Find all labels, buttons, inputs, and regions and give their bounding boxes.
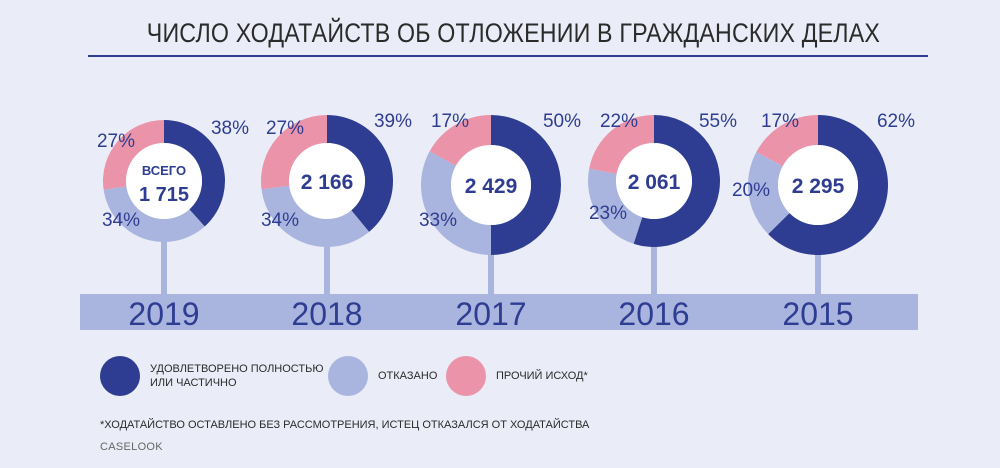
slice-2018-other [260,115,327,190]
pct-label-2016-refused: 23% [589,203,627,224]
total-value-2017: 2 429 [465,175,518,198]
footnote: *ХОДАТАЙСТВО ОСТАВЛЕНО БЕЗ РАССМОТРЕНИЯ,… [100,419,590,431]
slice-2015-satisfied [768,115,888,256]
pct-label-2019-refused: 34% [102,210,140,231]
pct-label-2018-other: 27% [266,118,304,139]
pct-label-2017-refused: 33% [419,210,457,231]
source-label: CASELOOK [100,441,163,453]
pct-label-2016-other: 22% [600,111,638,132]
slice-2016-satisfied [633,115,720,247]
year-label-2019: 2019 [128,296,199,332]
total-value-2019: 1 715 [139,184,189,206]
donuts: ВСЕГО 1 715 38% 34% 27% 2 166 39% 34% 27% 2 429 50… [97,111,915,256]
chart-title: ЧИСЛО ХОДАТАЙСТВ ОБ ОТЛОЖЕНИИ В ГРАЖДАНС… [146,18,881,48]
legend-label-refused: ОТКАЗАНО [378,370,438,382]
donut-stems [161,238,821,294]
year-label-2018: 2018 [291,296,362,332]
pct-label-2017-satisfied: 50% [543,111,581,132]
donut-chart: ВСЕГО 1 715 38% 34% 27% 2 166 39% 34% 27% 2 429 50… [80,111,918,332]
slice-2015-refused [748,151,790,235]
legend-label-satisfied: УДОВЛЕТВОРЕНО ПОЛНОСТЬЮ ИЛИ ЧАСТИЧНО [150,363,324,389]
donut-hole-2019 [126,143,202,219]
year-band [80,294,918,330]
slice-2018-refused [261,185,370,248]
slice-2015-other [756,115,818,167]
legend-swatch-other [446,356,486,396]
year-labels: 2019 2018 2017 2016 2015 [128,296,853,332]
total-prefix-2019: ВСЕГО [142,163,186,178]
slice-2017-other [429,115,491,166]
donut-hole-2015 [778,145,858,225]
total-value-2015: 2 295 [792,175,845,198]
legend-label-other: ПРОЧИЙ ИСХОД* [496,370,588,382]
donut-stem-2019 [161,238,167,294]
legend-item-satisfied: УДОВЛЕТВОРЕНО ПОЛНОСТЬЮ ИЛИ ЧАСТИЧНО [100,356,330,396]
legend-item-other: ПРОЧИЙ ИСХОД* [446,356,588,396]
slice-2019-refused [103,186,205,242]
donut-stem-2015 [815,251,821,294]
slice-2018-satisfied [327,115,394,232]
donut-hole-2017 [451,145,531,225]
slice-2019-other [103,120,164,190]
pct-label-2019-other: 27% [97,131,135,152]
slice-2017-satisfied [491,115,561,255]
slice-2016-refused [588,168,643,244]
pct-label-2015-satisfied: 62% [877,111,915,132]
slice-2017-refused [421,151,491,255]
legend-swatch-satisfied [100,356,140,396]
pct-label-2015-other: 17% [761,111,799,132]
pct-label-2018-satisfied: 39% [374,111,412,132]
slice-2019-satisfied [164,120,225,227]
legend-item-refused: ОТКАЗАНО [328,356,437,396]
slice-2016-other [589,115,654,174]
year-label-2017: 2017 [455,296,526,332]
donut-hole-2018 [289,143,365,219]
pct-label-2016-satisfied: 55% [699,111,737,132]
year-label-2015: 2015 [782,296,853,332]
total-value-2016: 2 061 [628,171,681,194]
year-label-2016: 2016 [618,296,689,332]
total-value-2018: 2 166 [301,171,354,194]
donut-stem-2018 [324,243,330,294]
pct-label-2017-other: 17% [431,111,469,132]
donut-hole-2016 [616,143,692,219]
legend-swatch-refused [328,356,368,396]
donut-stem-2017 [488,251,494,294]
pct-label-2015-refused: 20% [732,180,770,201]
pct-label-2018-refused: 34% [261,210,299,231]
donut-stem-2016 [651,243,657,294]
title-underline [88,55,928,57]
pct-label-2019-satisfied: 38% [211,118,249,139]
